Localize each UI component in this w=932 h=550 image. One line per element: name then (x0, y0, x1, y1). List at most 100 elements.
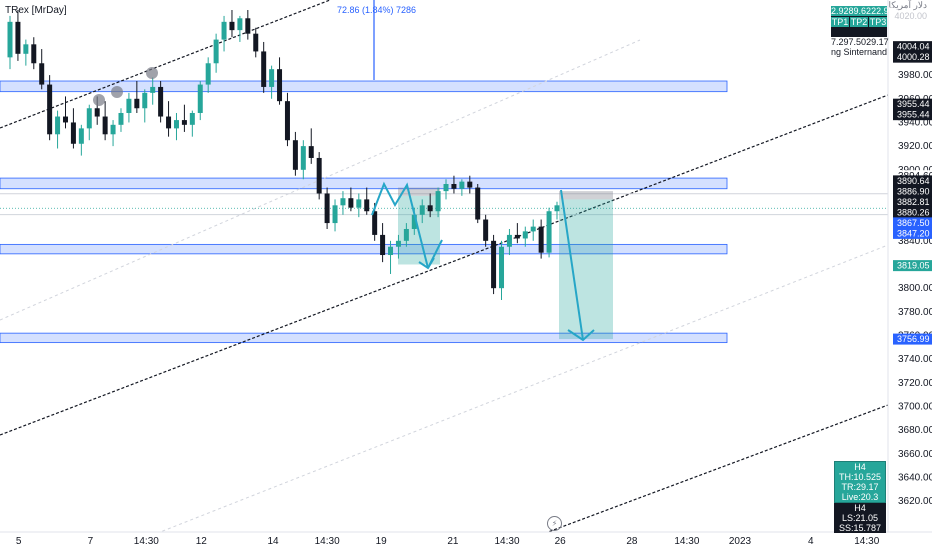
candle (380, 223, 386, 263)
candle (7, 15, 13, 70)
candle (237, 15, 243, 42)
candle-body (86, 108, 92, 129)
price-badge-bg (893, 175, 932, 187)
price-badge: 3882.81 (893, 196, 932, 208)
candle-body (300, 146, 306, 170)
price-axis[interactable]: 3620.00 3640.00 3660.00 3680.00 3700.00 3720.… (888, 0, 932, 532)
candle-body (522, 231, 528, 239)
price-badge: 3756.99 (893, 333, 932, 345)
tp-top-value-3: 22.97 (871, 6, 894, 16)
y-tick-label: 3920.00 (898, 141, 932, 152)
info-box-2-line-1: H4 (854, 503, 866, 513)
candle-body (372, 211, 378, 235)
position-large-stop (559, 191, 613, 200)
candle-body (546, 211, 552, 253)
candle (324, 187, 330, 229)
candle (134, 81, 140, 113)
price-badge-bg (893, 185, 932, 197)
horizontal-lines (0, 193, 888, 216)
x-tick-label: 12 (196, 536, 208, 547)
candle-body (483, 219, 489, 241)
candle-body (150, 86, 156, 93)
info-box-1-line-1: H4 (854, 462, 866, 472)
candle-body (435, 191, 441, 212)
price-badge: 3847.20 (893, 227, 932, 239)
candle (118, 108, 124, 132)
x-tick-label: 14:30 (315, 536, 340, 547)
candle-body (197, 84, 203, 113)
x-tick-label: 4 (808, 536, 814, 547)
channel-lower (539, 404, 889, 536)
goto-realtime-icon[interactable]: ⚡ (547, 516, 562, 531)
price-badge: 3867.50 (893, 217, 932, 229)
price-badge: 3880.26 (893, 206, 932, 218)
candle-body (411, 214, 417, 229)
price-badge-label: 4000.28 (897, 52, 930, 62)
candle-body (530, 226, 536, 232)
candle-body (388, 246, 394, 256)
candle (316, 152, 322, 200)
x-tick-label: 5 (16, 536, 22, 547)
price-badge-label: 3867.50 (897, 218, 930, 228)
candle-body (189, 112, 195, 125)
x-tick-label: 14 (268, 536, 280, 547)
price-badge-bg (893, 206, 932, 218)
price-badge: 3886.90 (893, 185, 932, 197)
candle-body (173, 120, 179, 129)
candle-body (356, 199, 362, 208)
candle (261, 41, 267, 93)
price-badge-bg (893, 41, 932, 53)
candle-body (506, 234, 512, 247)
candle-body (451, 184, 457, 189)
arrow-large-line (560, 189, 584, 341)
candle (340, 191, 346, 215)
annotations (93, 0, 595, 342)
candle (506, 228, 512, 256)
candle-body (348, 198, 354, 208)
price-badge: 4000.28 (893, 51, 932, 63)
x-tick-label: 14:30 (134, 536, 159, 547)
zone-1 (0, 80, 728, 93)
candle (221, 15, 227, 52)
candle-body (78, 128, 84, 144)
candle (451, 175, 457, 194)
candle-body (94, 108, 100, 117)
price-badge-label: 3847.20 (897, 228, 930, 238)
candle-body (110, 124, 116, 135)
x-tick-label: 21 (447, 536, 459, 547)
price-badge: 3819.05 (893, 260, 932, 272)
candle (62, 96, 68, 129)
candle (269, 65, 275, 99)
y-tick-label: 3980.00 (898, 70, 932, 81)
candle-body (213, 39, 219, 64)
pivot-marker-2 (111, 86, 123, 98)
tp-header-3: TP3 (869, 17, 887, 27)
info-box-1-line-3: TR:29.17 (841, 482, 879, 492)
price-badge-bg (893, 109, 932, 121)
candle-body (15, 21, 21, 54)
info-box-2-line-3: SS:15.787 (838, 523, 882, 533)
x-tick-label: 7 (88, 536, 94, 547)
arrow-small-tail (427, 239, 443, 269)
price-badge-label: 3955.44 (897, 110, 930, 120)
y-tick-label: 3840.00 (898, 236, 932, 247)
price-badge-bg (893, 333, 932, 345)
candle-body (491, 240, 497, 289)
position-tools[interactable] (398, 187, 613, 340)
candle-body (292, 140, 298, 170)
candle-body (47, 84, 53, 135)
info-box-2: H4 LS:21.05 SS:15.787 (834, 503, 886, 533)
candle (546, 207, 552, 258)
candle (356, 193, 362, 218)
candle-body (181, 120, 187, 125)
candle-body (158, 86, 164, 117)
candle-body (475, 187, 481, 220)
candle (245, 10, 251, 40)
candle-body (316, 157, 322, 194)
zone-4 (0, 332, 728, 344)
candle (86, 104, 92, 141)
y-tick-label: 3640.00 (898, 473, 932, 484)
candle-body (284, 101, 290, 141)
